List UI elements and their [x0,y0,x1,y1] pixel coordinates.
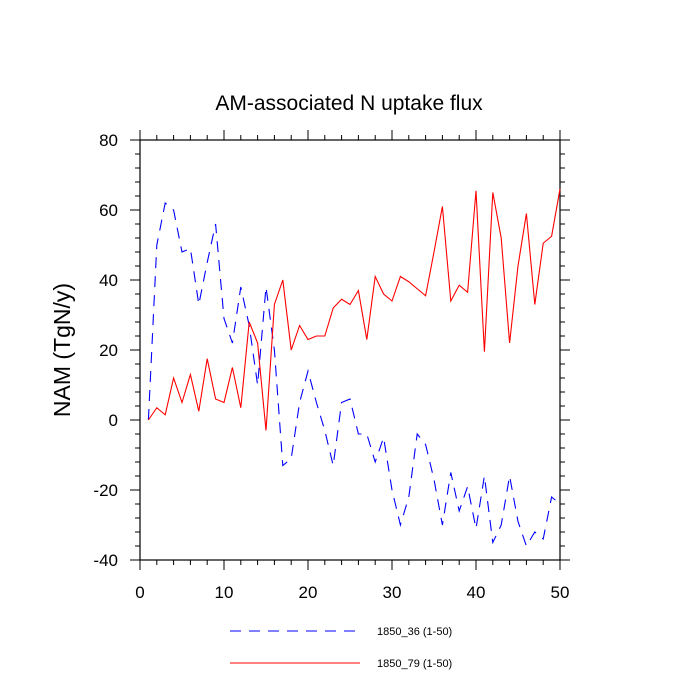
plot-area: 0 10 20 30 40 50 -40 -20 0 20 40 60 80 [93,130,570,602]
y-tick-label: 0 [109,411,118,430]
legend-label: 1850_36 (1-50) [377,626,452,638]
legend: 1850_36 (1-50) 1850_79 (1-50) [230,626,452,670]
y-tick-label: -20 [93,481,118,500]
x-tick-label: 20 [299,583,318,602]
x-tick-label: 10 [215,583,234,602]
y-tick-label: 40 [99,271,118,290]
legend-label: 1850_79 (1-50) [377,658,452,670]
series-line-2 [147,188,561,431]
y-axis-label: NAM (TgN/y) [49,283,75,417]
x-tick-label: 50 [551,583,570,602]
x-tick-label: 30 [383,583,402,602]
x-tick-label: 40 [467,583,486,602]
y-tick-label: 20 [99,341,118,360]
y-tick-label: 60 [99,201,118,220]
x-tick-label: 0 [135,583,144,602]
y-tick-label: -40 [93,551,118,570]
series-line-1 [147,201,561,548]
chart-title: AM-associated N uptake flux [215,92,483,115]
y-tick-label: 80 [99,131,118,150]
